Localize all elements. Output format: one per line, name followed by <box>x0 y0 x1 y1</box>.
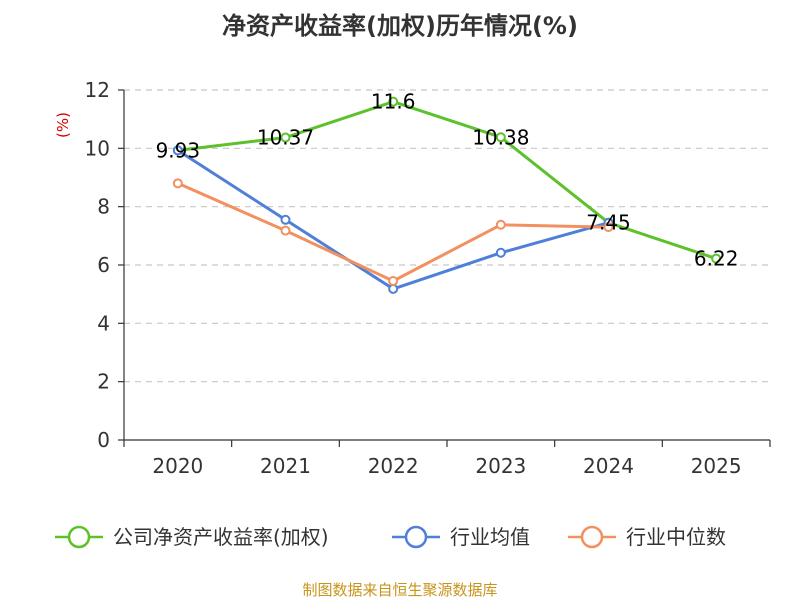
y-axis-unit-label: (%) <box>54 112 72 138</box>
x-tick-label-2023: 2023 <box>475 454 526 478</box>
grid <box>124 89 770 383</box>
series-2-point-2021[interactable] <box>280 225 291 236</box>
x-tick-label-2022: 2022 <box>368 454 419 478</box>
y-tick-label-10: 10 <box>85 136 110 160</box>
series-2-point-2022[interactable] <box>388 276 399 287</box>
legend-item-1[interactable]: 行业均值 <box>392 525 530 549</box>
series-1-point-2023[interactable] <box>495 247 506 258</box>
data-label-2023: 10.38 <box>472 125 529 149</box>
legend[interactable]: 公司净资产收益率(加权) 行业均值 行业中位数 <box>55 525 726 549</box>
chart-title: 净资产收益率(加权)历年情况(%) <box>222 12 578 40</box>
legend-label-1: 行业均值 <box>450 525 530 549</box>
legend-item-0[interactable]: 公司净资产收益率(加权) <box>55 525 329 549</box>
series-2-point-2024[interactable] <box>603 222 614 233</box>
legend-marker-1 <box>404 525 428 549</box>
series-1-point-2021[interactable] <box>280 214 291 225</box>
data-label-2020: 9.93 <box>156 138 201 162</box>
legend-item-2[interactable]: 行业中位数 <box>568 525 726 549</box>
data-label-2021: 10.37 <box>257 126 314 150</box>
x-tick-label-2020: 2020 <box>152 454 203 478</box>
legend-label-2: 行业中位数 <box>626 525 726 549</box>
data-labels: 9.93 10.37 11.6 10.38 7.45 6.22 <box>156 90 739 271</box>
series-line-0 <box>177 100 717 261</box>
x-tick-label-2024: 2024 <box>583 454 634 478</box>
series-1-point-2022[interactable] <box>388 283 399 294</box>
series-2-point-2020[interactable] <box>172 178 183 189</box>
series <box>172 96 722 294</box>
y-tick-label-12: 12 <box>85 78 110 102</box>
series-0-point-2023[interactable] <box>495 132 506 143</box>
legend-marker-0 <box>67 525 91 549</box>
series-0-point-2021[interactable] <box>280 132 291 143</box>
legend-label-0: 公司净资产收益率(加权) <box>113 525 329 549</box>
series-2-point-2023[interactable] <box>495 219 506 230</box>
series-1-point-2020[interactable] <box>172 145 183 156</box>
data-label-2022: 11.6 <box>371 90 416 114</box>
series-line-2 <box>177 181 609 283</box>
data-label-2025: 6.22 <box>694 247 739 271</box>
source-note: 制图数据来自恒生聚源数据库 <box>302 581 497 599</box>
y-tick-label-2: 2 <box>97 370 110 394</box>
x-tick-label-2025: 2025 <box>691 454 742 478</box>
data-label-2024: 7.45 <box>586 211 631 235</box>
series-0-point-2022[interactable] <box>388 96 399 107</box>
y-tick-label-8: 8 <box>97 195 110 219</box>
y-tick-label-0: 0 <box>97 428 110 452</box>
y-tick-label-4: 4 <box>97 311 110 335</box>
y-tick-label-6: 6 <box>97 253 110 277</box>
series-0-point-2025[interactable] <box>711 253 722 264</box>
x-tick-label-2021: 2021 <box>260 454 311 478</box>
legend-marker-2 <box>580 525 604 549</box>
axes: 0 2 4 6 8 10 12 2020 2021 2022 2023 2024 2025 <box>85 78 771 478</box>
